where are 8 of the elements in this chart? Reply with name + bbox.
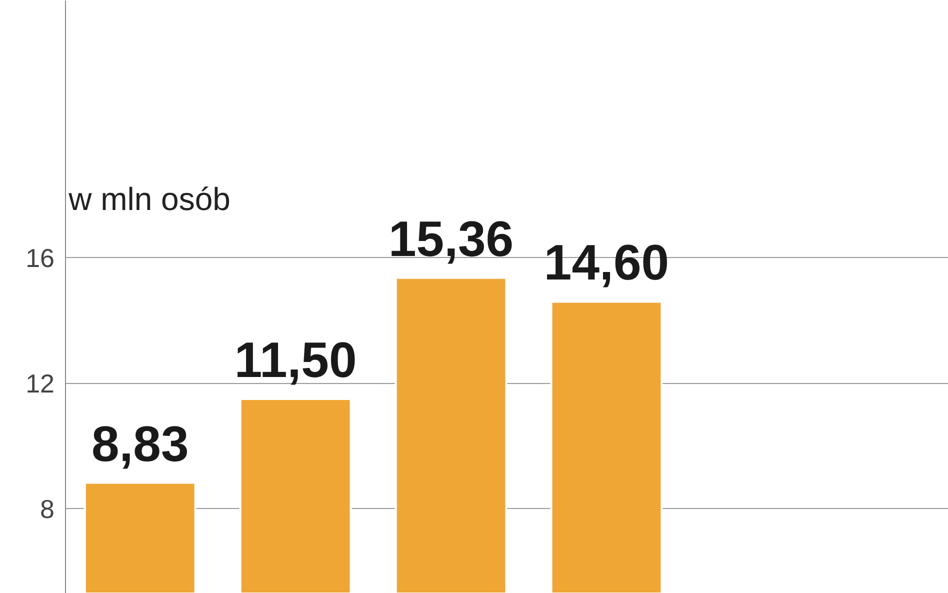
- y-tick-label: 8: [40, 494, 55, 524]
- data-label: 11,50: [234, 332, 357, 388]
- y-tick-label: 16: [26, 242, 54, 273]
- y-tick-label: 12: [26, 368, 54, 398]
- data-label: 15,36: [388, 210, 514, 267]
- data-label: 8,83: [91, 416, 189, 472]
- y-axis-title: w mln osób: [68, 180, 230, 217]
- data-label: 14,60: [544, 234, 670, 291]
